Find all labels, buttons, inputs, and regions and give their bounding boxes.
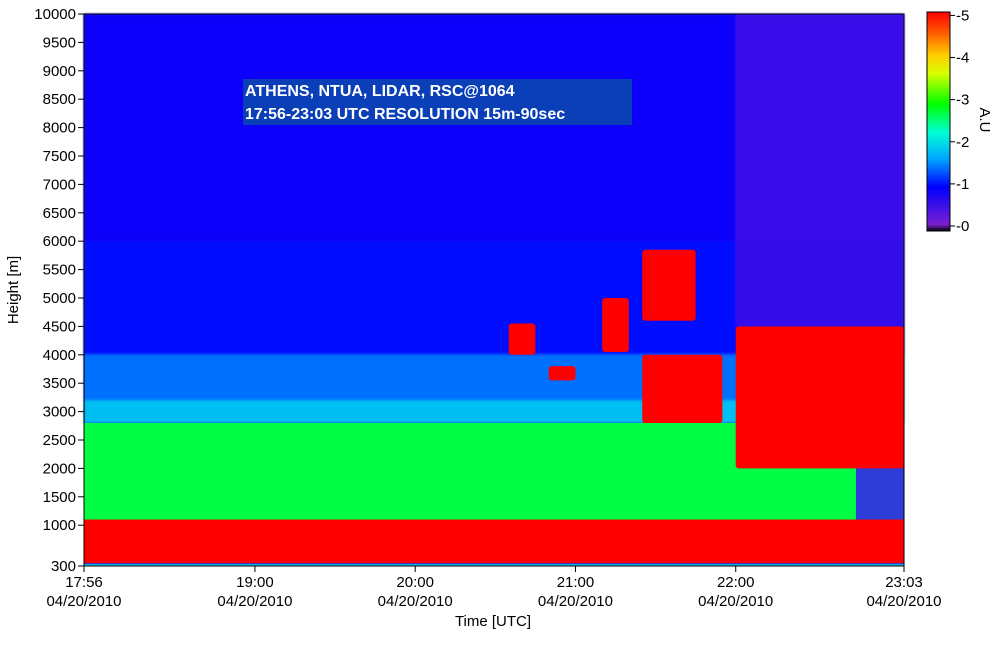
heatmap-features <box>84 249 904 566</box>
y-tick-label: 10000 <box>34 6 76 23</box>
y-tick-label: 8500 <box>43 91 76 108</box>
y-axis: 10000 9500 9000 8500 8000 7500 7000 6500 6000 550… <box>34 6 84 575</box>
x-tick-date-label: 04/20/2010 <box>46 593 121 610</box>
x-tick-date-label: 04/20/2010 <box>378 593 453 610</box>
x-tick-label: 17:56 <box>65 574 103 591</box>
annotation-line-2: 17:56-23:03 UTC RESOLUTION 15m-90sec <box>245 106 565 123</box>
colorbar-tick-label: -1 <box>956 176 969 193</box>
y-tick-label: 5500 <box>43 262 76 279</box>
x-tick-label: 22:00 <box>717 574 755 591</box>
annotation-background <box>243 79 632 125</box>
y-tick-label: 2000 <box>43 460 76 477</box>
colorbar-gradient <box>926 11 951 232</box>
x-tick-label: 21:00 <box>557 574 595 591</box>
colorbar-tick-label: -0 <box>956 218 969 235</box>
heatmap-feature-aerosol-layer <box>84 422 856 520</box>
annotation-line-1: ATHENS, NTUA, LIDAR, RSC@1064 <box>245 83 515 100</box>
heatmap-feature-cloud <box>548 366 576 381</box>
x-tick-label: 20:00 <box>396 574 434 591</box>
y-tick-label: 4000 <box>43 347 76 364</box>
ground-signal <box>84 564 904 566</box>
heatmap-feature-cloud <box>642 249 696 321</box>
y-tick-label: 1000 <box>43 517 76 534</box>
y-tick-label: 6500 <box>43 205 76 222</box>
x-axis-title: Time [UTC] <box>455 613 531 630</box>
x-axis: 17:56 04/20/2010 19:00 04/20/2010 20:00 04/20… <box>46 566 942 610</box>
x-tick-date-label: 04/20/2010 <box>698 593 773 610</box>
x-tick-label: 19:00 <box>236 574 274 591</box>
y-tick-label: 3500 <box>43 375 76 392</box>
heatmap-feature-cloud <box>508 323 536 355</box>
heatmap-feature-cloud <box>642 354 723 423</box>
y-tick-label: 9000 <box>43 63 76 80</box>
y-tick-label: 5000 <box>43 290 76 307</box>
heatmap-feature-boundary-layer-base <box>84 519 904 564</box>
x-tick-date-label: 04/20/2010 <box>217 593 292 610</box>
y-axis-title: Height [m] <box>5 256 22 324</box>
y-tick-label: 7000 <box>43 176 76 193</box>
y-tick-label: 2500 <box>43 432 76 449</box>
x-tick-date-label: 04/20/2010 <box>538 593 613 610</box>
annotation-box: ATHENS, NTUA, LIDAR, RSC@1064 17:56-23:0… <box>243 79 632 125</box>
heatmap-feature-cloud <box>735 326 904 469</box>
y-tick-label: 8000 <box>43 120 76 137</box>
x-tick-date-label: 04/20/2010 <box>866 593 941 610</box>
y-tick-label: 1500 <box>43 489 76 506</box>
colorbar-tick-label: -5 <box>956 7 969 24</box>
plot-frame <box>83 13 905 567</box>
colorbar-tick-label: -4 <box>956 50 969 67</box>
colorbar-tick-label: -2 <box>956 134 969 151</box>
colorbar-label: A.U <box>976 107 993 132</box>
colorbar-tick-label: -3 <box>956 92 969 109</box>
x-tick-label: 23:03 <box>885 574 923 591</box>
y-tick-label: 4500 <box>43 318 76 335</box>
y-tick-label: 3000 <box>43 404 76 421</box>
colorbar-ticks: -5 -4 -3 -2 -1 -0 <box>950 7 969 235</box>
colorbar: -5 -4 -3 -2 -1 -0 A.U <box>926 7 993 235</box>
heatmap-feature-cloud <box>602 298 629 352</box>
y-tick-label: 6000 <box>43 233 76 250</box>
y-tick-label: 7500 <box>43 148 76 165</box>
background-band <box>735 14 904 327</box>
y-tick-label: 300 <box>51 558 76 575</box>
y-tick-label: 9500 <box>43 34 76 51</box>
